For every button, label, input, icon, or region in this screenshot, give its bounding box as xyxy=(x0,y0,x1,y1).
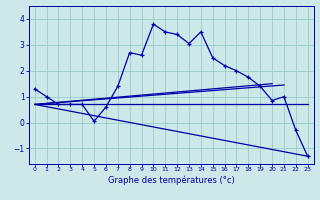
X-axis label: Graphe des températures (°c): Graphe des températures (°c) xyxy=(108,175,235,185)
